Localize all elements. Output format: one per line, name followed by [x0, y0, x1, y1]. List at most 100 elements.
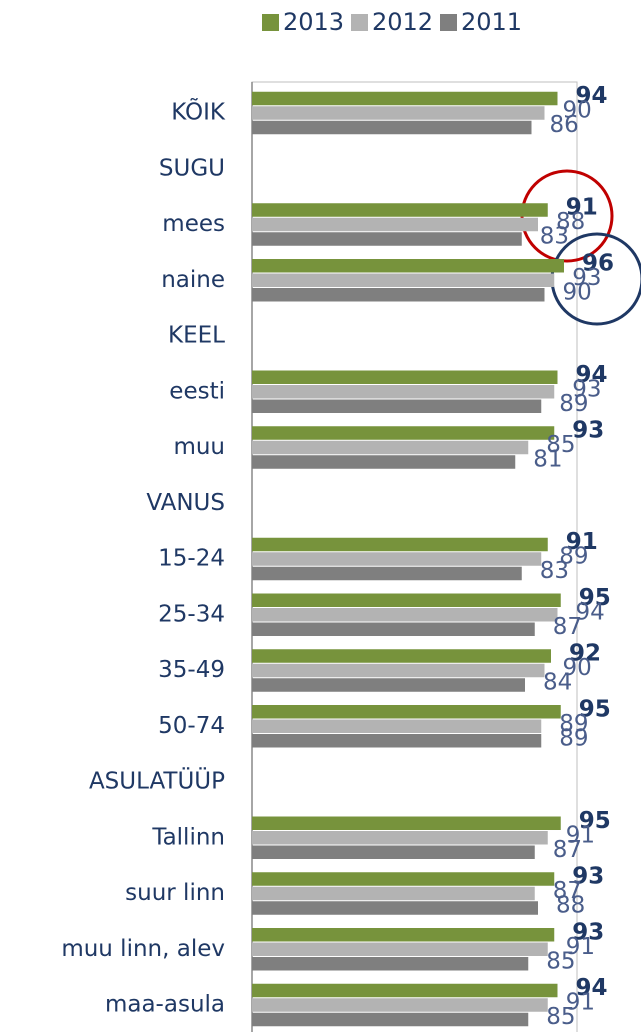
data-label: 90 — [563, 98, 592, 124]
data-label: 91 — [566, 822, 595, 848]
bar — [252, 831, 548, 845]
bar — [252, 678, 525, 692]
bar — [252, 399, 542, 413]
category-label: 15-24 — [158, 546, 225, 572]
data-label: 86 — [550, 112, 579, 138]
bar — [252, 91, 558, 106]
bar — [252, 370, 558, 384]
data-label: 87 — [553, 837, 582, 863]
bar — [252, 203, 548, 217]
bar — [252, 259, 564, 273]
bar — [252, 901, 538, 915]
legend-swatch — [262, 14, 279, 31]
category-label: KÕIK — [171, 97, 226, 126]
data-label: 83 — [540, 224, 569, 250]
data-label: 90 — [563, 655, 592, 681]
data-label: 91 — [566, 990, 595, 1016]
bar — [252, 288, 545, 302]
data-label: 85 — [546, 948, 575, 974]
category-label: SUGU — [159, 155, 225, 181]
data-label: 87 — [553, 614, 582, 640]
data-label: 92 — [569, 641, 601, 667]
bar — [252, 872, 555, 886]
bar — [252, 719, 542, 733]
category-label: 35-49 — [158, 657, 225, 683]
bar — [252, 957, 529, 971]
data-label: 93 — [572, 864, 604, 890]
bar — [252, 273, 555, 287]
bar — [252, 663, 545, 678]
category-label: maa-asula — [105, 992, 225, 1018]
data-label: 95 — [579, 585, 611, 611]
category-label: 25-34 — [158, 601, 225, 627]
bar — [252, 385, 555, 399]
data-label: 95 — [579, 808, 611, 834]
bar — [252, 106, 545, 120]
data-label: 89 — [559, 544, 588, 570]
data-label: 84 — [543, 670, 572, 696]
category-label: Tallinn — [151, 824, 225, 850]
data-label: 89 — [559, 391, 588, 417]
category-label: KEEL — [168, 323, 225, 349]
data-label: 87 — [553, 878, 582, 904]
bar — [252, 705, 561, 719]
data-label: 95 — [579, 696, 611, 722]
data-label: 89 — [559, 711, 588, 737]
data-label: 81 — [533, 447, 562, 473]
data-label: 91 — [566, 934, 595, 960]
legend-label: 2011 — [461, 8, 522, 36]
data-label: 93 — [572, 418, 604, 444]
category-label: eesti — [169, 378, 225, 404]
legend-label: 2013 — [283, 8, 344, 36]
bar — [252, 998, 548, 1012]
bar — [252, 593, 561, 607]
bar — [252, 816, 561, 830]
bar — [252, 537, 548, 552]
legend-swatch — [440, 14, 457, 31]
category-label: muu — [173, 434, 225, 460]
bar — [252, 566, 522, 581]
bar — [252, 649, 551, 663]
data-label: 93 — [572, 376, 601, 402]
category-label: naine — [161, 267, 225, 293]
data-label: 93 — [572, 919, 604, 945]
data-label: 89 — [559, 725, 588, 751]
category-label: suur linn — [125, 880, 225, 906]
data-label: 96 — [582, 250, 614, 276]
bar — [252, 983, 558, 998]
data-label: 93 — [572, 265, 601, 291]
bar — [252, 120, 532, 135]
category-label: ASULATÜÜP — [89, 767, 225, 795]
bar — [252, 928, 555, 942]
data-label: 94 — [576, 975, 608, 1001]
bar — [252, 608, 558, 622]
bar — [252, 217, 538, 232]
data-label: 94 — [576, 599, 605, 625]
bar — [252, 426, 555, 440]
category-label: 50-74 — [158, 713, 225, 739]
data-label: 85 — [546, 1004, 575, 1030]
category-label: muu linn, alev — [61, 936, 225, 962]
data-label: 91 — [566, 195, 598, 221]
bar — [252, 552, 542, 566]
bar — [252, 942, 548, 956]
data-label: 91 — [566, 529, 598, 555]
bar — [252, 622, 535, 636]
data-label: 94 — [576, 362, 608, 388]
category-label: mees — [162, 211, 225, 237]
bar — [252, 455, 516, 469]
bar — [252, 440, 529, 455]
bar — [252, 886, 535, 901]
bar — [252, 734, 542, 748]
data-label: 88 — [556, 893, 585, 919]
bar — [252, 232, 522, 246]
bar — [252, 845, 535, 859]
bar — [252, 1012, 529, 1027]
data-label: 83 — [540, 558, 569, 584]
data-label: 90 — [563, 279, 592, 305]
legend-label: 2012 — [372, 8, 433, 36]
category-label: VANUS — [146, 490, 225, 516]
legend-swatch — [351, 14, 368, 31]
data-label: 88 — [556, 209, 585, 235]
